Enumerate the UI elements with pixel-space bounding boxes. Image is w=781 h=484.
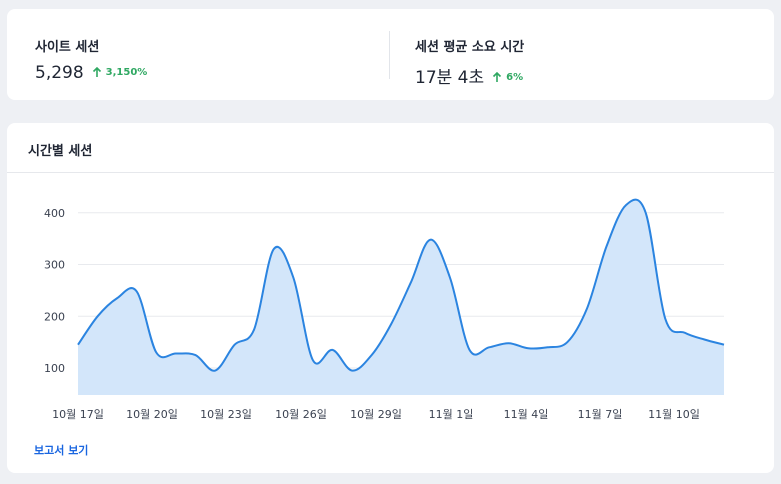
stat-avg-duration: 세션 평균 소요 시간 17분 4초 6% [415, 36, 524, 88]
stat-change: 3,150% [92, 67, 148, 78]
chart-card: 시간별 세션 100 200 300 400 10월 17일 10월 20일 10월 23일… [7, 123, 774, 473]
stat-change: 6% [492, 72, 523, 83]
stat-change-value: 6% [506, 72, 524, 83]
x-tick-label: 11월 4일 [504, 407, 549, 421]
chart-header-divider [7, 172, 774, 173]
arrow-up-icon [493, 72, 502, 82]
stats-card: 사이트 세션 5,298 3,150% 세션 평균 소요 시간 17분 4초 6… [7, 9, 774, 100]
x-tick-label: 10월 17일 [52, 407, 104, 421]
y-tick-label: 200 [44, 310, 65, 323]
stat-value: 5,298 [35, 63, 84, 83]
y-tick-label: 300 [44, 259, 65, 272]
x-tick-label: 11월 7일 [578, 407, 623, 421]
chart-title: 시간별 세션 [28, 144, 93, 159]
view-report-link[interactable]: 보고서 보기 [34, 444, 89, 457]
x-tick-label: 11월 1일 [429, 407, 474, 421]
arrow-up-icon [92, 67, 101, 77]
stat-site-sessions: 사이트 세션 5,298 3,150% [35, 36, 147, 83]
x-tick-label: 10월 26일 [275, 407, 327, 421]
sessions-area-chart: 100 200 300 400 10월 17일 10월 20일 10월 23일 10월 26일… [44, 198, 725, 421]
sessions-line [77, 198, 725, 372]
x-tick-label: 10월 29일 [350, 407, 402, 421]
y-tick-label: 400 [44, 207, 65, 220]
x-tick-label: 10월 23일 [200, 407, 252, 421]
sessions-area-fill [78, 199, 724, 395]
y-tick-label: 100 [44, 362, 65, 375]
stat-label: 사이트 세션 [35, 40, 100, 55]
stat-label: 세션 평균 소요 시간 [415, 40, 525, 55]
x-tick-label: 10월 20일 [126, 407, 178, 421]
stats-divider [389, 31, 390, 79]
stat-change-value: 3,150% [105, 67, 148, 78]
x-tick-label: 11월 10일 [648, 407, 700, 421]
stat-value: 17분 4초 [415, 68, 485, 88]
